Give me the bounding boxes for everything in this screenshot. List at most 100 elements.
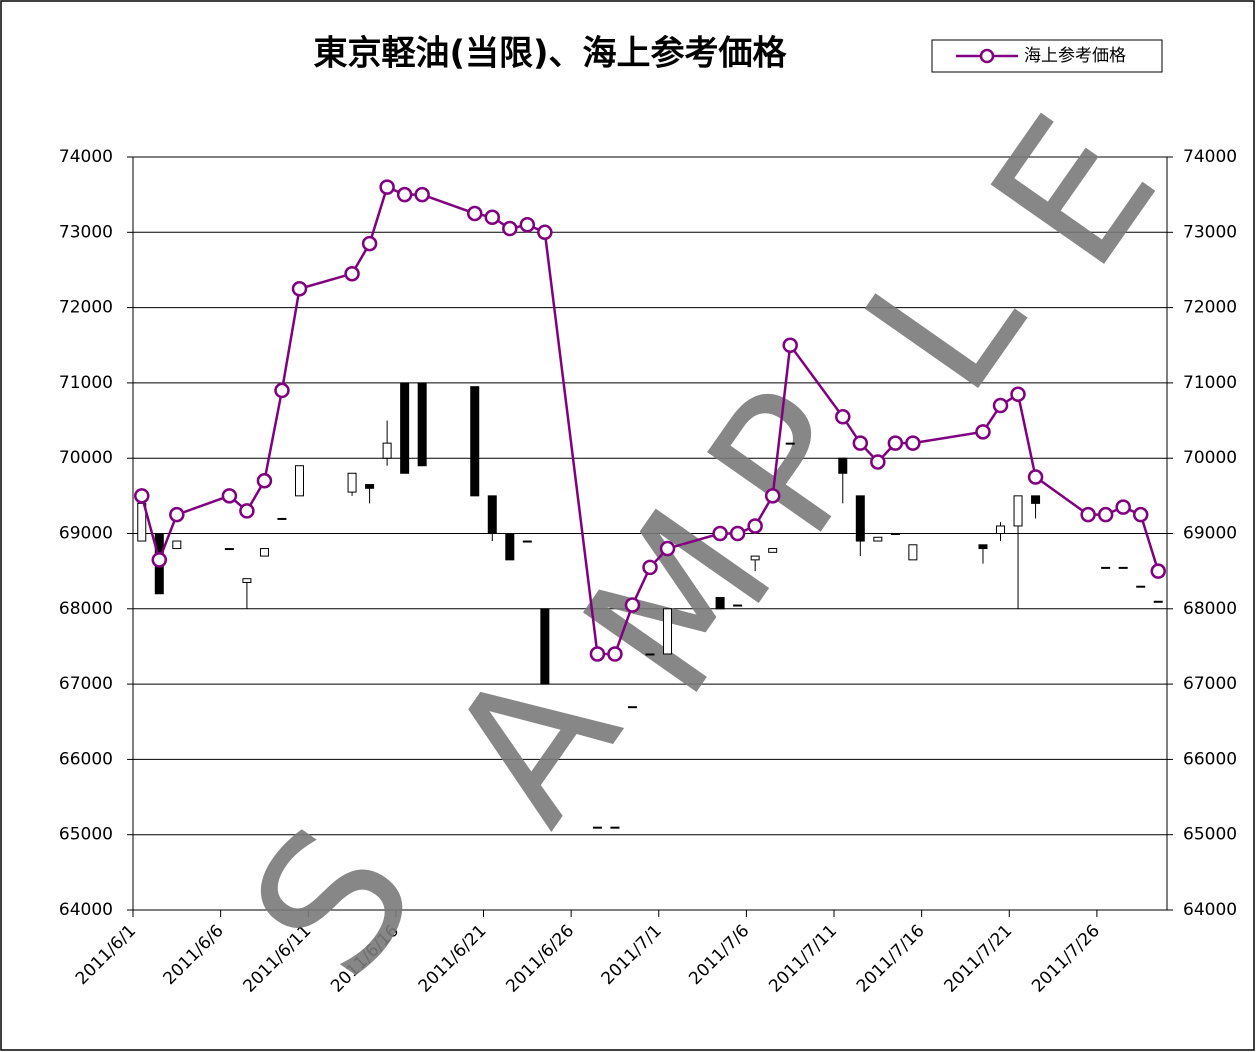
candle-body [505,533,515,561]
line-marker [361,235,378,252]
line-marker [239,503,255,519]
candle-body [1118,566,1128,569]
candle-body [733,604,743,607]
line-marker [747,518,763,534]
candle-body [400,382,410,474]
candle-body [627,706,637,709]
candle-body [978,544,988,550]
y-tick-label: 73000 [59,222,113,242]
line-marker [484,209,501,225]
y-tick-label: 71000 [59,373,113,393]
candle-body [908,544,918,561]
line-marker [1115,499,1131,515]
candle-body [1136,585,1146,588]
line-marker [782,337,798,353]
candle-body [522,540,532,543]
candle-body [855,495,865,542]
y2-tick-label: 73000 [1183,222,1237,242]
candle-body [873,536,883,542]
candle-body [768,548,778,553]
chart-title: 東京軽油(当限)、海上参考価格 [313,34,787,74]
candle-body [224,548,234,551]
legend-label: 海上参考価格 [1024,46,1126,66]
candle-body [750,555,760,561]
line-marker [502,220,518,237]
y2-tick-label: 67000 [1183,674,1237,694]
candle-body [610,826,620,829]
line-marker [712,525,728,542]
candle-body [838,457,848,474]
candle-body [347,472,357,493]
line-marker [992,397,1009,414]
line-marker [729,525,746,542]
y2-tick-label: 69000 [1183,524,1237,544]
candle-body [259,548,269,557]
line-marker [1150,563,1166,579]
candle-body [1031,495,1041,504]
candle-body [242,578,252,583]
line-marker [835,409,851,425]
candle-body [277,517,287,520]
line-marker [379,179,395,195]
line-marker [659,540,676,557]
line-marker [221,488,238,504]
line-marker [852,435,869,451]
candle-body [645,653,655,656]
line-marker [589,646,606,662]
y2-tick-label: 71000 [1183,373,1237,393]
y2-tick-label: 74000 [1183,147,1237,167]
candle-body [382,442,392,459]
y2-tick-label: 65000 [1183,825,1237,845]
y-tick-label: 66000 [59,749,113,769]
line-marker [519,217,536,233]
y-tick-label: 74000 [59,147,113,167]
y2-tick-label: 64000 [1183,900,1237,920]
line-marker [975,424,991,440]
candle-body [294,465,304,497]
line-marker [414,186,430,203]
line-marker [151,552,168,568]
line-marker [642,559,658,576]
y-tick-label: 69000 [59,524,113,544]
y-tick-label: 72000 [59,298,113,318]
candle-body [540,608,550,685]
line-marker [396,186,413,203]
candle-body [663,608,673,655]
y2-tick-label: 70000 [1183,448,1237,468]
line-marker [291,281,308,297]
candle-body [715,597,725,610]
line-marker [344,265,360,282]
line-marker [256,473,273,489]
line-marker [1010,386,1026,402]
candle-body [365,484,375,489]
candle-body [470,386,480,497]
line-marker [1132,506,1149,523]
line-marker [466,205,483,222]
line-marker [537,224,553,241]
y2-tick-label: 66000 [1183,749,1237,769]
candle-body [172,540,182,550]
line-marker [624,597,641,613]
y-tick-label: 67000 [59,674,113,694]
y-tick-label: 64000 [59,900,113,920]
line-marker [870,454,886,470]
candle-body [487,495,497,535]
y2-tick-label: 72000 [1183,298,1237,318]
candle-body [785,442,795,445]
legend-marker [979,48,995,64]
y-tick-label: 65000 [59,825,113,845]
line-marker [905,435,921,451]
line-marker [1027,469,1044,485]
candle-body [1153,600,1163,603]
line-marker [274,382,290,399]
candle-body [1101,566,1111,569]
candle-body [996,525,1006,534]
line-marker [887,435,904,451]
candle-body [417,382,427,467]
y-tick-label: 70000 [59,448,113,468]
y2-tick-label: 68000 [1183,599,1237,619]
candle-body [1013,495,1023,527]
candle-body [890,533,900,535]
